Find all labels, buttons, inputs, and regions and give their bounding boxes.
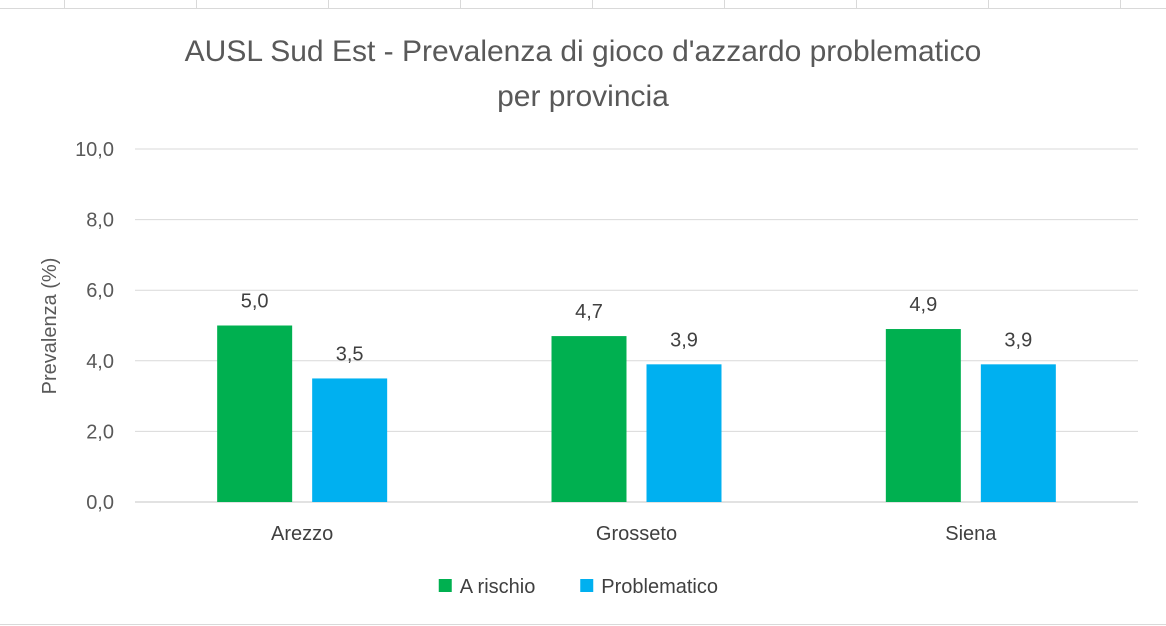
legend-swatch bbox=[580, 579, 594, 592]
legend-label: Problematico bbox=[601, 576, 718, 598]
legend: A rischio Problematico bbox=[438, 576, 718, 598]
x-axis-ticks: Arezzo Grosseto Siena bbox=[271, 523, 997, 545]
sheet-column-line bbox=[1120, 0, 1121, 8]
x-tick-label: Siena bbox=[945, 523, 997, 545]
y-axis-ticks: 0,0 2,0 4,0 6,0 8,0 10,0 bbox=[75, 139, 114, 514]
y-tick-label: 4,0 bbox=[86, 351, 114, 373]
y-tick-label: 0,0 bbox=[86, 492, 114, 514]
sheet-column-line bbox=[988, 0, 989, 8]
legend-swatch bbox=[438, 579, 452, 592]
bar-value-label: 3,9 bbox=[670, 329, 698, 351]
y-tick-label: 8,0 bbox=[86, 210, 114, 232]
chart-title: AUSL Sud Est - Prevalenza di gioco d'azz… bbox=[185, 35, 982, 68]
bar-data-labels: 5,0 3,5 4,7 3,9 4,9 3,9 bbox=[241, 291, 1032, 366]
bar-value-label: 3,5 bbox=[336, 343, 364, 365]
bar bbox=[217, 325, 293, 502]
bar bbox=[885, 329, 961, 502]
y-tick-label: 2,0 bbox=[86, 421, 114, 443]
y-axis-label: Prevalenza (%) bbox=[39, 258, 61, 395]
sheet-column-line bbox=[196, 0, 197, 8]
x-tick-label: Grosseto bbox=[596, 523, 677, 545]
bar-value-label: 4,9 bbox=[909, 294, 937, 316]
gridlines bbox=[135, 148, 1138, 503]
bar-value-label: 5,0 bbox=[241, 291, 269, 313]
bars bbox=[217, 325, 1056, 502]
sheet-column-line bbox=[592, 0, 593, 8]
y-tick-label: 6,0 bbox=[86, 280, 114, 302]
sheet-column-line bbox=[64, 0, 65, 8]
sheet-column-line bbox=[328, 0, 329, 8]
bar bbox=[646, 364, 722, 502]
sheet-column-line bbox=[724, 0, 725, 8]
spreadsheet-grid-top bbox=[0, 0, 1166, 9]
bar bbox=[980, 364, 1056, 502]
chart-subtitle: per provincia bbox=[497, 80, 669, 113]
bar bbox=[312, 378, 388, 502]
sheet-column-line bbox=[460, 0, 461, 8]
bar bbox=[551, 336, 627, 502]
legend-label: A rischio bbox=[460, 576, 536, 598]
bar-value-label: 4,7 bbox=[575, 301, 603, 323]
spreadsheet-grid-bottom bbox=[0, 624, 1166, 625]
y-tick-label: 10,0 bbox=[75, 139, 114, 161]
bar-value-label: 3,9 bbox=[1004, 329, 1032, 351]
sheet-column-line bbox=[856, 0, 857, 8]
x-tick-label: Arezzo bbox=[271, 523, 333, 545]
